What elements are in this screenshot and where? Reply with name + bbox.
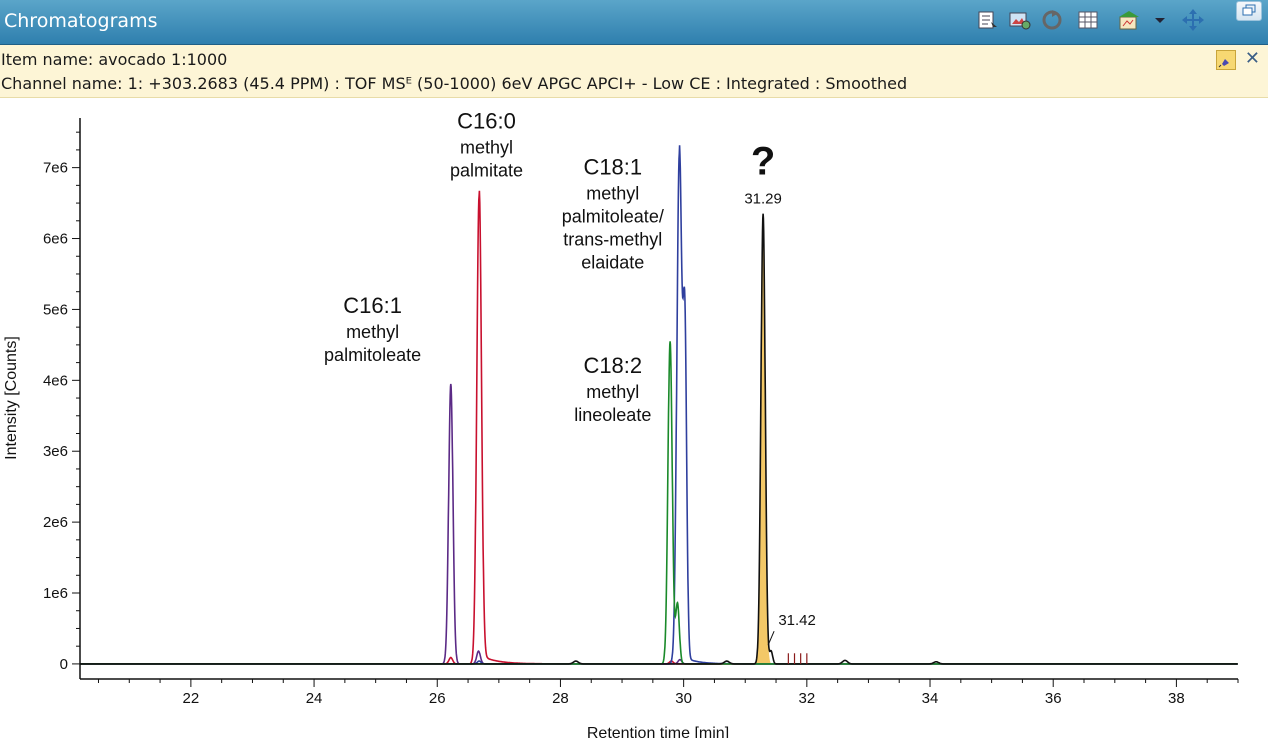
y-tick-label: 2e6: [43, 514, 68, 531]
y-tick-label: 4e6: [43, 372, 68, 389]
chart-axes: 22 24 26 28 30 32 34 36 38 0 1e6 2e6 3e6 4e6 5e6 6e6 7e6…: [3, 118, 1239, 738]
y-tick-label: 5e6: [43, 301, 68, 318]
annotation-c161-line: methyl: [346, 322, 399, 342]
annotation-c160-line: methyl: [460, 138, 513, 158]
annotation-c182-line: lineoleate: [574, 405, 651, 425]
chart-labels: 31.29 31.42 C16:0 methyl palmitate C16:1 methy…: [324, 109, 816, 646]
window-restore-button[interactable]: [1236, 1, 1262, 21]
series-line-3: [80, 341, 1238, 665]
window-titlebar: Chromatograms: [0, 0, 1268, 45]
x-tick-label: 24: [306, 690, 323, 707]
x-tick-label: 26: [429, 690, 446, 707]
annotation-c181-line: methyl: [586, 184, 639, 204]
annotation-c181-line: elaidate: [581, 253, 644, 273]
x-tick-label: 28: [552, 690, 569, 707]
pin-button[interactable]: [1216, 50, 1236, 70]
series-line-4: [80, 213, 1238, 665]
annotation-c161-line: C16:1: [343, 293, 402, 318]
x-tick-label: 32: [798, 690, 815, 707]
channel-name: Channel name: 1: +303.2683 (45.4 PPM) : …: [1, 74, 908, 93]
window-restore-icon: [1242, 4, 1256, 16]
series-line-1: [80, 190, 1238, 665]
window-title: Chromatograms: [4, 10, 158, 32]
annotation-c181-line: C18:1: [583, 155, 642, 180]
y-tick-label: 1e6: [43, 585, 68, 602]
y-tick-label: 6e6: [43, 231, 68, 248]
annotation-c182-line: methyl: [586, 382, 639, 402]
table-icon[interactable]: [1076, 8, 1100, 32]
dropdown-arrow-icon[interactable]: [1152, 8, 1168, 32]
refresh-icon[interactable]: [1040, 8, 1064, 32]
plot-lines: [80, 145, 1238, 665]
image-export-icon[interactable]: [1007, 8, 1033, 32]
item-name: Item name: avocado 1:1000: [1, 50, 228, 69]
annotation-unknown-line: ?: [751, 140, 775, 184]
close-icon[interactable]: ✕: [1244, 48, 1260, 68]
y-tick-label: 0: [60, 656, 68, 673]
x-tick-label: 38: [1168, 690, 1185, 707]
x-axis-label: Retention time [min]: [587, 725, 729, 738]
x-tick-label: 22: [183, 690, 200, 707]
x-tick-label: 30: [675, 690, 692, 707]
annotation-c160-line: palmitate: [450, 161, 523, 181]
annotation-c182-line: C18:2: [583, 353, 642, 378]
peak-label-leader: [767, 630, 775, 646]
annotation-c181-line: palmitoleate/: [562, 207, 664, 227]
y-axis-label: Intensity [Counts]: [3, 336, 20, 460]
y-tick-label: 3e6: [43, 443, 68, 460]
chromatogram-chart: 22 24 26 28 30 32 34 36 38 0 1e6 2e6 3e6 4e6 5e6 6e6 7e6…: [3, 109, 1239, 738]
pin-icon: [1218, 59, 1229, 68]
annotation-c160-line: C16:0: [457, 109, 516, 134]
chart-stack-icon[interactable]: [1116, 8, 1144, 32]
info-bar: Item name: avocado 1:1000 Channel name: …: [0, 45, 1268, 98]
integrated-peak-area: [754, 213, 772, 664]
peak-label: 31.29: [744, 191, 782, 208]
list-report-icon[interactable]: [976, 8, 1000, 32]
series-line-0: [80, 383, 1238, 665]
annotation-c181-line: trans-methyl: [563, 230, 662, 250]
move-arrows-icon[interactable]: [1180, 8, 1206, 32]
peak-label: 31.42: [778, 612, 816, 629]
x-tick-label: 36: [1045, 690, 1062, 707]
annotation-c161-line: palmitoleate: [324, 345, 421, 365]
x-tick-label: 34: [922, 690, 939, 707]
y-tick-label: 7e6: [43, 160, 68, 177]
